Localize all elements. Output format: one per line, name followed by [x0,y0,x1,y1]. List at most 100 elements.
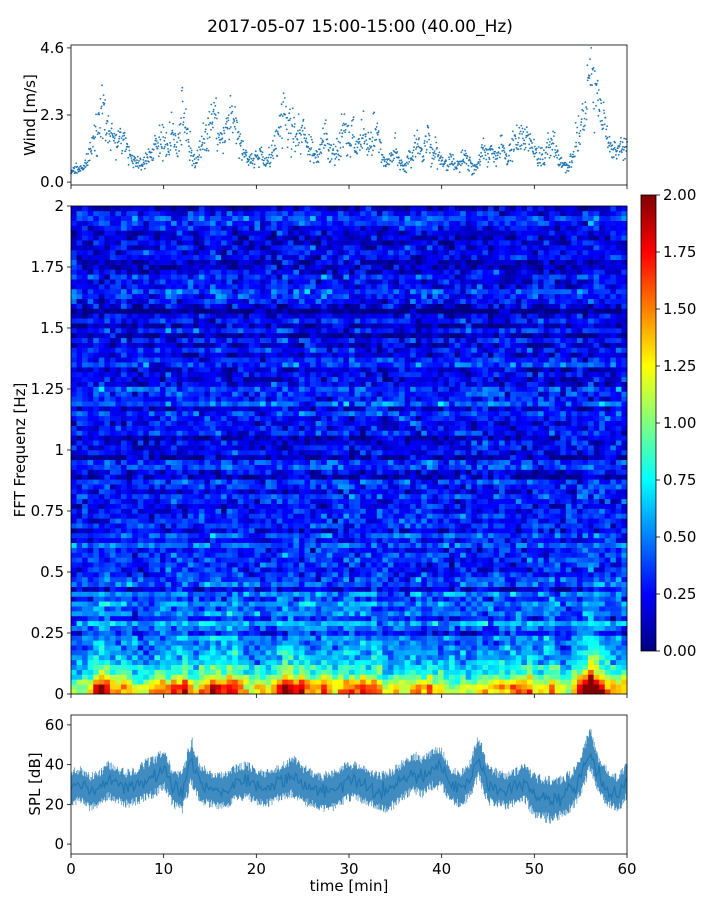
spectrogram-cell [137,620,144,626]
spectrogram-cell [293,523,300,529]
wind-point [203,138,206,140]
spectrogram-cell [582,611,589,617]
spectrogram-cell [465,532,472,539]
spectrogram-cell [615,615,622,622]
wind-point [528,143,531,146]
wind-point [569,153,572,156]
spectrogram-cell [415,596,422,602]
wind-point [599,99,602,102]
spectrogram-cell [276,679,283,685]
spectrogram-cell [237,606,244,612]
spectrogram-cell [343,606,350,612]
spectrogram-cell [215,557,222,563]
spectrogram-cell [387,659,394,666]
wind-point [99,135,102,138]
spectrogram-cell [521,528,528,534]
spectrogram-cell [293,528,300,534]
wind-point [297,144,300,147]
spectrogram-cell [254,606,261,612]
wind-x-ticks [70,185,628,189]
spectrogram-cell [371,606,378,612]
spectrogram-cell [76,601,83,607]
wind-point [439,156,442,159]
spectrogram-cell [560,547,567,553]
spectrogram-cell [154,650,161,656]
wind-point [228,127,231,130]
spectrogram-cell [432,528,439,534]
spectrogram-cell [421,640,428,646]
spectrogram-cell [526,630,533,636]
wind-point [232,122,235,124]
spectrogram-cell [499,542,505,548]
spectrogram-cell [148,674,155,680]
spectrogram-cell [437,630,444,636]
wind-point [288,119,291,122]
spectrogram-cell [260,537,266,544]
spectrogram-cell [521,601,528,607]
wind-point [305,140,307,143]
spectrogram-cell [499,576,505,583]
spectrogram-cell [621,689,628,695]
wind-point [229,106,231,109]
spectrogram-cell [532,640,539,646]
spectrogram-cell [159,664,166,670]
wind-point [310,147,313,149]
wind-point [314,156,317,159]
wind-point [602,127,605,130]
spectrogram-cell [210,523,216,529]
wind-point [487,152,489,155]
spectrogram-cell [504,620,511,626]
spectrogram-cell [115,664,122,670]
spectrogram-cell [365,542,372,548]
wind-point [144,167,146,170]
spectrogram-cell [248,586,255,592]
spectrogram-cell [265,630,272,636]
spectrogram-cell [532,547,539,553]
wind-point [566,166,569,169]
spectrogram-cell [504,659,511,666]
wind-point [592,67,595,69]
spectrogram-cell [454,562,461,568]
spectrogram-cell [104,669,111,675]
spectrogram-cell [132,596,139,602]
wind-point [161,160,164,162]
wind-point [497,151,500,153]
spectrogram-cell [432,684,439,690]
wind-point [494,150,496,153]
wind-point [123,131,126,134]
wind-point [94,136,97,139]
spectrogram-cell [298,547,305,553]
spectrogram-cell [221,562,227,568]
spectrogram-cell [387,528,394,534]
spectrogram-cell [232,567,239,573]
wind-point [582,110,585,112]
spectrogram-cell [243,669,250,675]
spectrogram-cell [109,606,116,612]
spectrogram-cell [143,523,150,529]
spectrogram-cell [298,606,305,612]
spectrogram-cell [326,586,333,592]
spectrogram-cell [599,562,606,568]
spectrogram-cell [432,645,439,651]
spectrogram-cell [521,615,528,622]
spectrogram-cell [404,596,411,602]
spectrogram-cell [159,601,166,607]
wind-point [361,147,364,149]
wind-point [85,162,87,165]
spectrogram-cell [515,669,522,675]
spectrogram-cell [193,630,200,636]
spectrogram-cell [582,669,589,675]
spectrogram-cell [132,669,139,675]
spectrogram-cell [615,601,622,607]
spectrogram-cell [293,674,300,680]
spectrogram-cell [432,596,439,602]
spectrogram-cell [526,689,533,695]
wind-point [416,129,419,132]
wind-point [458,163,461,165]
spectrogram-cell [165,640,172,646]
spectrogram-cell [248,650,255,656]
spectrogram-cell [243,557,250,563]
spectrogram-cell [432,523,439,529]
spectrogram-cell [432,518,439,524]
spectrogram-cell [532,674,539,680]
